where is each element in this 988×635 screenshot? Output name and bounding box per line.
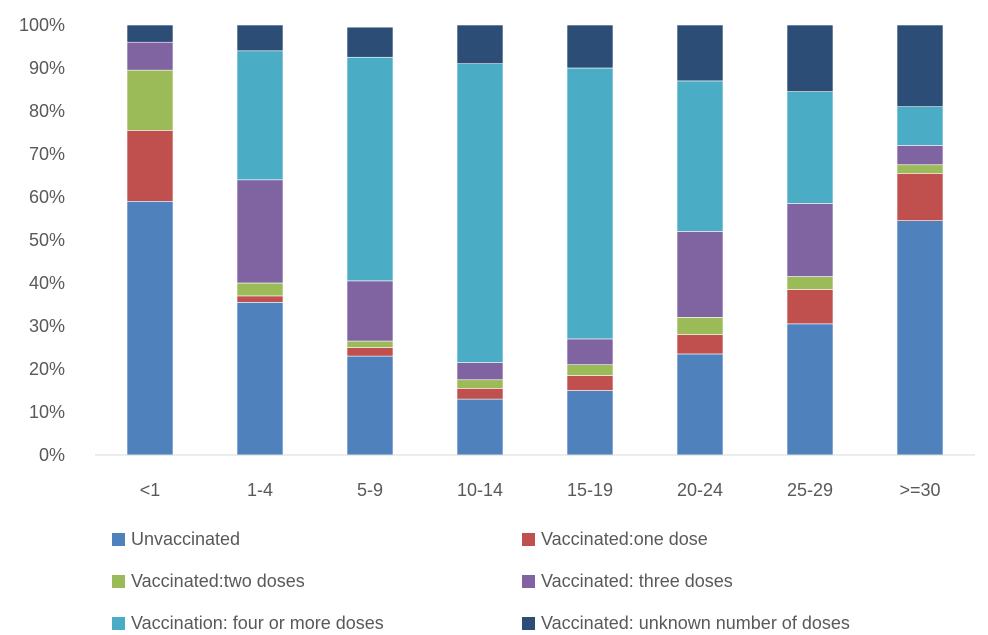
bar-segment [346, 355, 394, 456]
bar-segment [566, 375, 614, 391]
y-tick-label: 70% [29, 144, 65, 164]
legend-swatch [112, 574, 125, 588]
bar-segment [786, 276, 834, 290]
bar-segment [566, 338, 614, 365]
bar-segment [126, 41, 174, 71]
bar-segment [126, 69, 174, 131]
bar-segment [456, 398, 504, 456]
x-tick-label: <1 [140, 480, 161, 500]
bar-segment [676, 334, 724, 355]
y-tick-label: 40% [29, 273, 65, 293]
bar-segment [456, 379, 504, 389]
x-tick-label: >=30 [899, 480, 940, 500]
x-tick-label: 20-24 [677, 480, 723, 500]
bar-segment [566, 390, 614, 456]
bar-segment [126, 201, 174, 456]
bar-segment [126, 24, 174, 43]
legend: Unvaccinated Vaccinated:one dose Vaccinate… [0, 520, 988, 635]
stacked-bar-chart: 0% 10% 20% 30% 40% 50% 60% 70% 80% 90% 100% <1 1-4 5… [19, 15, 975, 500]
legend-swatch [522, 616, 535, 630]
bar-segment [346, 280, 394, 342]
bar-segment [896, 220, 944, 456]
y-tick-label: 30% [29, 316, 65, 336]
y-tick-label: 90% [29, 58, 65, 78]
legend-label: Vaccinated:two doses [131, 570, 305, 591]
y-tick-label: 80% [29, 101, 65, 121]
bar-segment [346, 26, 394, 58]
bar-segment [346, 347, 394, 357]
x-tick-label: 5-9 [357, 480, 383, 500]
legend-item: Vaccinated:one dose [522, 527, 708, 551]
legend-item: Vaccinated: three doses [522, 569, 733, 593]
legend-swatch [522, 532, 535, 546]
legend-label: Vaccinated: unknown number of doses [541, 612, 850, 633]
bar-segment [566, 67, 614, 340]
legend-label: Vaccinated:one dose [541, 528, 708, 549]
bar-segment [896, 145, 944, 166]
legend-swatch [522, 574, 535, 588]
x-tick-label: 25-29 [787, 480, 833, 500]
bar-segment [236, 50, 284, 181]
bar-segment [676, 317, 724, 335]
x-tick-label: 15-19 [567, 480, 613, 500]
bar-segment [676, 231, 724, 318]
bar-segment [566, 24, 614, 69]
bar-segment [236, 295, 284, 303]
legend-item: Vaccinated:two doses [112, 569, 305, 593]
y-axis: 0% 10% 20% 30% 40% 50% 60% 70% 80% 90% 100% [19, 15, 65, 465]
legend-swatch [112, 616, 125, 630]
bar-segment [456, 388, 504, 400]
bar-segment [676, 353, 724, 456]
bar-segment [566, 364, 614, 376]
bar-segment [896, 164, 944, 174]
bar-segment [786, 289, 834, 325]
y-tick-label: 100% [19, 15, 65, 35]
bar-segment [236, 282, 284, 297]
bar-segment [456, 63, 504, 363]
legend-label: Vaccination: four or more doses [131, 612, 384, 633]
bar-segment [346, 340, 394, 348]
bar-segment [786, 203, 834, 277]
bar-segment [896, 173, 944, 221]
y-tick-label: 0% [39, 445, 65, 465]
bars [126, 24, 944, 456]
legend-item: Vaccinated: unknown number of doses [522, 611, 850, 635]
bar-segment [236, 302, 284, 456]
bar-segment [456, 24, 504, 65]
bar-segment [126, 130, 174, 202]
bar-segment [896, 24, 944, 107]
y-tick-label: 60% [29, 187, 65, 207]
y-tick-label: 50% [29, 230, 65, 250]
bar-segment [236, 179, 284, 284]
x-tick-label: 1-4 [247, 480, 273, 500]
legend-label: Unvaccinated [131, 528, 241, 549]
y-tick-label: 10% [29, 402, 65, 422]
bar-segment [896, 106, 944, 146]
bar-segment [236, 24, 284, 52]
bar-segment [786, 24, 834, 92]
legend-item: Vaccination: four or more doses [112, 611, 384, 635]
bar-segment [676, 24, 724, 82]
x-axis: <1 1-4 5-9 10-14 15-19 20-24 25-29 >=30 [140, 480, 941, 500]
legend-label: Vaccinated: three doses [541, 570, 733, 591]
bar-segment [786, 323, 834, 456]
legend-swatch [112, 532, 125, 546]
bar-segment [676, 80, 724, 232]
legend-item: Unvaccinated [112, 527, 240, 551]
y-tick-label: 20% [29, 359, 65, 379]
x-tick-label: 10-14 [457, 480, 503, 500]
bar-segment [346, 56, 394, 282]
bar-segment [456, 362, 504, 381]
bar-segment [786, 91, 834, 204]
